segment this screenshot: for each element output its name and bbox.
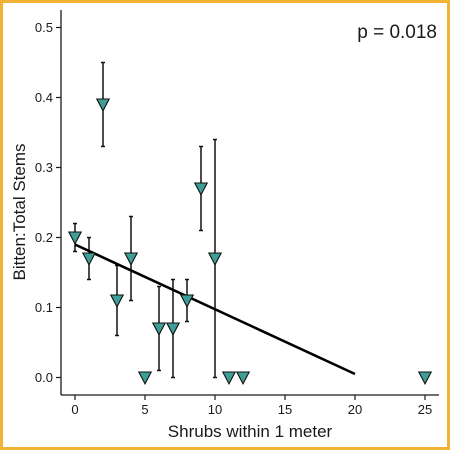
data-point	[221, 371, 237, 385]
y-tick-label: 0.1	[35, 300, 53, 315]
y-tick-label: 0.0	[35, 370, 53, 385]
data-point	[207, 252, 223, 266]
x-tick-label: 5	[141, 402, 148, 417]
data-point	[179, 294, 195, 308]
data-point	[95, 98, 111, 112]
trend-line-group	[74, 243, 356, 376]
data-point	[193, 182, 209, 196]
y-axis-title: Bitten:Total Stems	[10, 143, 29, 280]
x-tick-label: 25	[418, 402, 432, 417]
error-bars	[73, 61, 217, 379]
x-tick-label: 0	[71, 402, 78, 417]
trend-line	[74, 243, 356, 376]
x-tick-label: 20	[348, 402, 362, 417]
data-point	[123, 252, 139, 266]
axes: 0 5 10 15 20 25 0.0 0.1 0.2 0.3 0.4 0.5	[35, 10, 439, 417]
data-point	[137, 371, 153, 385]
y-tick-label: 0.3	[35, 160, 53, 175]
x-tick-label: 15	[278, 402, 292, 417]
y-tick-label: 0.5	[35, 20, 53, 35]
data-point	[81, 252, 97, 266]
y-tick-label: 0.2	[35, 230, 53, 245]
data-point	[235, 371, 251, 385]
data-point	[109, 294, 125, 308]
p-value-annotation: p = 0.018	[357, 22, 437, 43]
x-axis-title: Shrubs within 1 meter	[168, 422, 333, 441]
data-points	[67, 98, 433, 385]
data-point	[417, 371, 433, 385]
x-tick-label: 10	[208, 402, 222, 417]
data-point	[165, 322, 181, 336]
y-tick-label: 0.4	[35, 90, 53, 105]
data-point	[151, 322, 167, 336]
data-point	[67, 231, 83, 245]
